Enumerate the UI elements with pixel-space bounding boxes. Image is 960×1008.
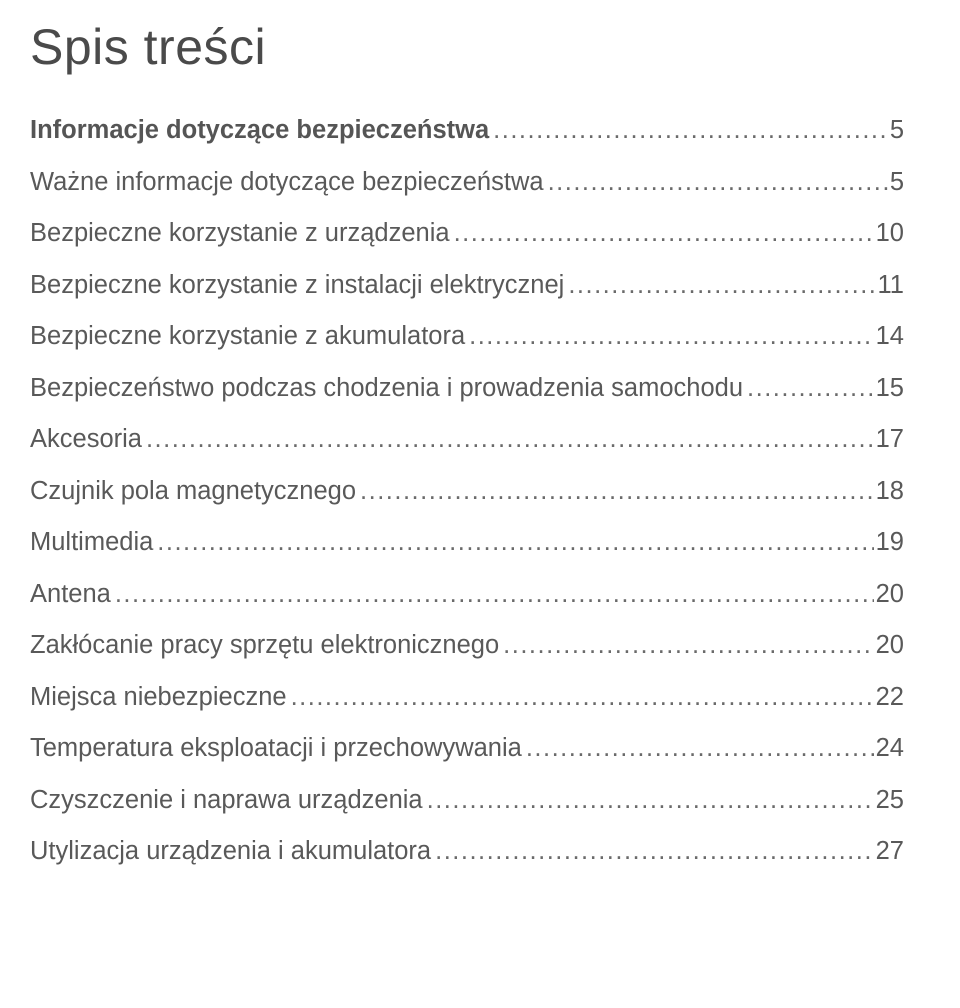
toc-entry-page: 20 (874, 633, 904, 659)
toc-entry-label: Utylizacja urządzenia i akumulatora (30, 839, 431, 865)
toc-entry: Ważne informacje dotyczące bezpieczeństw… (30, 170, 904, 196)
toc-entry: Bezpieczeństwo podczas chodzenia i prowa… (30, 376, 904, 402)
toc-leader-dots (431, 839, 874, 865)
toc-entry-page: 17 (874, 427, 904, 453)
toc-entry-label: Informacje dotyczące bezpieczeństwa (30, 118, 489, 144)
toc-entry-label: Akcesoria (30, 427, 142, 453)
toc-leader-dots (356, 479, 874, 505)
toc-leader-dots (743, 376, 874, 402)
toc-leader-dots (142, 427, 874, 453)
toc-leader-dots (287, 685, 874, 711)
toc-entry: Czyszczenie i naprawa urządzenia 25 (30, 788, 904, 814)
toc-leader-dots (489, 118, 888, 144)
toc-entry-page: 25 (874, 788, 904, 814)
toc-leader-dots (522, 736, 874, 762)
toc-entry: Bezpieczne korzystanie z urządzenia 10 (30, 221, 904, 247)
toc-entry-label: Bezpieczne korzystanie z instalacji elek… (30, 273, 564, 299)
toc-leader-dots (423, 788, 874, 814)
toc-entry-page: 22 (874, 685, 904, 711)
toc-entry: Temperatura eksploatacji i przechowywani… (30, 736, 904, 762)
toc-entry-label: Bezpieczne korzystanie z akumulatora (30, 324, 465, 350)
toc-entry: Antena 20 (30, 582, 904, 608)
toc-entry-page: 15 (874, 376, 904, 402)
toc-entry-page: 10 (874, 221, 904, 247)
toc-leader-dots (564, 273, 875, 299)
toc-entry-label: Bezpieczeństwo podczas chodzenia i prowa… (30, 376, 743, 402)
toc-entry-label: Multimedia (30, 530, 153, 556)
toc-entry-page: 18 (874, 479, 904, 505)
toc-entry-page: 5 (888, 118, 904, 144)
toc-entry-page: 27 (874, 839, 904, 865)
toc-entry: Miejsca niebezpieczne 22 (30, 685, 904, 711)
toc-entry: Czujnik pola magnetycznego 18 (30, 479, 904, 505)
toc-list: Informacje dotyczące bezpieczeństwa 5 Ważn… (30, 118, 904, 865)
toc-entry: Informacje dotyczące bezpieczeństwa 5 (30, 118, 904, 144)
toc-leader-dots (499, 633, 873, 659)
toc-entry: Akcesoria 17 (30, 427, 904, 453)
toc-entry-page: 5 (888, 170, 904, 196)
toc-entry: Bezpieczne korzystanie z instalacji elek… (30, 273, 904, 299)
toc-leader-dots (111, 582, 874, 608)
page-title: Spis treści (30, 18, 904, 76)
toc-entry-page: 20 (874, 582, 904, 608)
toc-entry-label: Temperatura eksploatacji i przechowywani… (30, 736, 522, 762)
toc-entry-page: 24 (874, 736, 904, 762)
toc-entry-page: 19 (874, 530, 904, 556)
toc-leader-dots (450, 221, 874, 247)
toc-entry-label: Ważne informacje dotyczące bezpieczeństw… (30, 170, 544, 196)
toc-leader-dots (465, 324, 873, 350)
toc-entry-label: Bezpieczne korzystanie z urządzenia (30, 221, 450, 247)
toc-entry: Bezpieczne korzystanie z akumulatora 14 (30, 324, 904, 350)
toc-page: Spis treści Informacje dotyczące bezpiec… (0, 0, 960, 865)
toc-entry-label: Antena (30, 582, 111, 608)
toc-entry: Zakłócanie pracy sprzętu elektronicznego… (30, 633, 904, 659)
toc-entry-label: Czyszczenie i naprawa urządzenia (30, 788, 423, 814)
toc-leader-dots (544, 170, 888, 196)
toc-entry-label: Zakłócanie pracy sprzętu elektronicznego (30, 633, 499, 659)
toc-entry-page: 11 (876, 273, 904, 299)
toc-entry-label: Czujnik pola magnetycznego (30, 479, 356, 505)
toc-entry-page: 14 (874, 324, 904, 350)
toc-entry-label: Miejsca niebezpieczne (30, 685, 287, 711)
toc-entry: Utylizacja urządzenia i akumulatora 27 (30, 839, 904, 865)
toc-entry: Multimedia 19 (30, 530, 904, 556)
toc-leader-dots (153, 530, 873, 556)
